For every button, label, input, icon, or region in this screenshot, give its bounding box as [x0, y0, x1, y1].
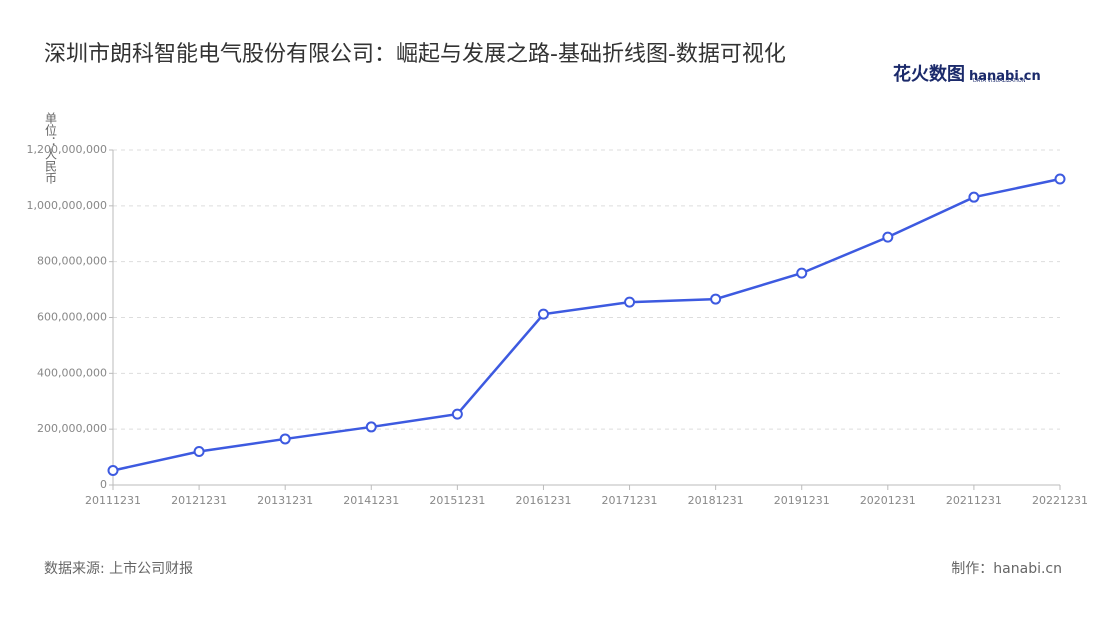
- y-tick-label: 200,000,000: [37, 422, 107, 435]
- line: [112, 177, 1061, 472]
- point: [279, 433, 291, 445]
- y-tick-label: 800,000,000: [37, 255, 107, 268]
- x-tick-label: 20191231: [774, 494, 830, 507]
- logo-site: hanabi.cn: [969, 69, 1041, 84]
- point: [1054, 173, 1066, 185]
- chart-title: 深圳市朗科智能电气股份有限公司：崛起与发展之路-基础折线图-数据可视化: [44, 42, 786, 67]
- point: [882, 231, 894, 243]
- logo-brand: 花火数图: [893, 64, 965, 85]
- y-tick-label: 600,000,000: [37, 311, 107, 324]
- y-tick-label: 1,000,000,000: [27, 199, 107, 212]
- logo-tagline: DATA VISUALIZATION: [973, 78, 1026, 84]
- point: [710, 293, 722, 305]
- point: [796, 267, 808, 279]
- x-tick-label: 20121231: [171, 494, 227, 507]
- x-tick-label: 20161231: [515, 494, 571, 507]
- point: [968, 191, 980, 203]
- x-tick-label: 20151231: [429, 494, 485, 507]
- point: [537, 308, 549, 320]
- x-tick-label: 20131231: [257, 494, 313, 507]
- point: [624, 296, 636, 308]
- x-tick-label: 20201231: [860, 494, 916, 507]
- x-tick-label: 20181231: [688, 494, 744, 507]
- y-tick-label: 1,200,000,000: [27, 143, 107, 156]
- point: [365, 421, 377, 433]
- x-tick-label: 20111231: [85, 494, 141, 507]
- credit: 制作：hanabi.cn: [951, 561, 1062, 577]
- x-tick-label: 20141231: [343, 494, 399, 507]
- source: 数据来源: 上市公司财报: [44, 561, 194, 577]
- point: [193, 446, 205, 457]
- x-tick-label: 20211231: [946, 494, 1002, 507]
- y-tick-label: 400,000,000: [37, 366, 107, 379]
- point: [451, 408, 463, 420]
- x-tick-label: 20171231: [602, 494, 658, 507]
- logo: 花火数图 hanabi.cn DATA VISUALIZATION: [893, 60, 1041, 86]
- y-tick-label: 0: [100, 478, 107, 491]
- point: [107, 464, 119, 476]
- y-axis-label: 单位：人民币: [44, 112, 58, 184]
- x-tick-label: 20221231: [1032, 494, 1088, 507]
